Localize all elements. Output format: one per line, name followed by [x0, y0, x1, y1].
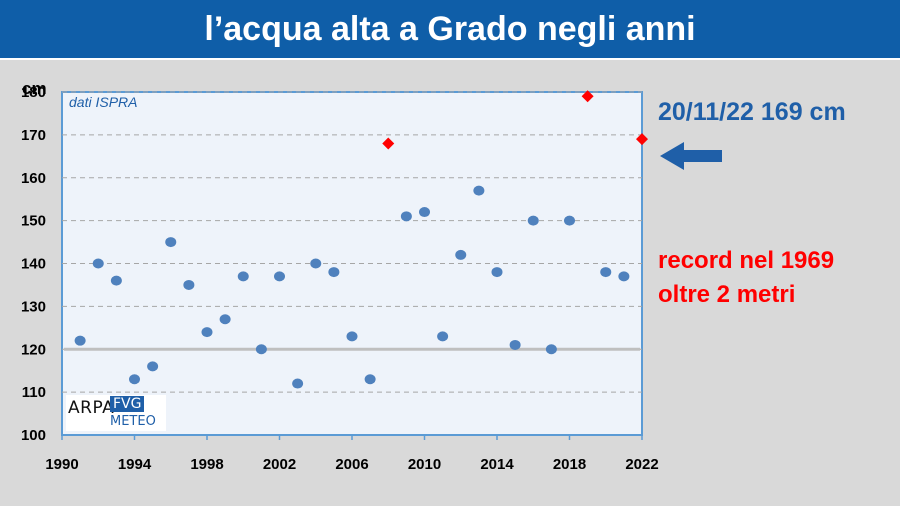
y-axis: 100 110 120 130 140 150 160 170 180	[21, 84, 46, 444]
highlight-point	[382, 137, 395, 150]
logo-text-meteo: METEO	[110, 414, 156, 429]
x-tick-label: 1990	[45, 456, 78, 473]
data-point	[473, 185, 485, 196]
data-point	[310, 258, 322, 269]
x-tick-label: 2018	[553, 456, 586, 473]
data-point	[455, 249, 467, 260]
arrow-left-icon	[660, 142, 722, 170]
data-point	[419, 207, 430, 218]
data-point	[328, 267, 340, 278]
y-tick-label: 100	[21, 427, 46, 444]
data-point	[165, 237, 177, 248]
data-point	[600, 267, 612, 278]
y-tick-label: 170	[21, 127, 46, 144]
y-tick-label: 140	[21, 256, 46, 273]
data-point	[346, 331, 358, 342]
x-axis: 1990 1994 1998 2002 2006 2010 2014 2018 2022	[45, 435, 659, 473]
data-point	[491, 267, 503, 278]
y-tick-label: 150	[21, 213, 46, 230]
data-point	[292, 378, 304, 389]
x-tick-label: 2006	[335, 456, 368, 473]
data-point	[400, 211, 412, 222]
data-point	[74, 335, 86, 346]
data-point	[364, 374, 376, 385]
record-annotation: record nel 1969 oltre 2 metri	[658, 244, 834, 312]
data-point	[437, 331, 449, 342]
data-point	[219, 314, 231, 325]
record-line-1: record nel 1969	[658, 247, 835, 274]
data-points	[74, 90, 648, 389]
highlight-point	[581, 90, 594, 103]
latest-event-annotation: 20/11/22 169 cm	[658, 98, 846, 126]
source-label: dati ISPRA	[69, 94, 137, 110]
x-tick-label: 2022	[625, 456, 658, 473]
y-axis-unit: cm	[22, 79, 47, 98]
x-tick-label: 2010	[408, 456, 441, 473]
data-point	[201, 327, 213, 338]
y-tick-label: 130	[21, 298, 46, 315]
data-point	[110, 275, 122, 286]
data-point	[183, 279, 195, 290]
page-title: l’acqua alta a Grado negli anni	[0, 0, 900, 60]
x-tick-label: 2002	[263, 456, 296, 473]
y-tick-label: 120	[21, 341, 46, 358]
data-point	[545, 344, 557, 355]
data-point	[92, 258, 104, 269]
data-point	[129, 374, 140, 385]
data-point	[564, 215, 575, 226]
data-point	[527, 215, 539, 226]
x-tick-label: 1994	[118, 456, 152, 473]
logo-text-arpa: ARPA	[68, 398, 115, 418]
arpa-fvg-meteo-logo: ARPA FVG METEO	[66, 395, 166, 431]
x-tick-label: 1998	[190, 456, 223, 473]
x-tick-label: 2014	[480, 456, 514, 473]
data-point	[274, 271, 285, 282]
y-tick-label: 180	[21, 84, 46, 101]
y-tick-label: 110	[22, 384, 46, 401]
y-tick-label: 160	[21, 170, 46, 187]
record-line-2: oltre 2 metri	[658, 281, 796, 308]
logo-text-fvg: FVG	[110, 396, 145, 412]
data-point	[618, 271, 630, 282]
data-point	[147, 361, 159, 372]
data-point	[237, 271, 249, 282]
highlight-point	[636, 133, 648, 146]
data-point	[255, 344, 267, 355]
data-point	[509, 339, 521, 350]
